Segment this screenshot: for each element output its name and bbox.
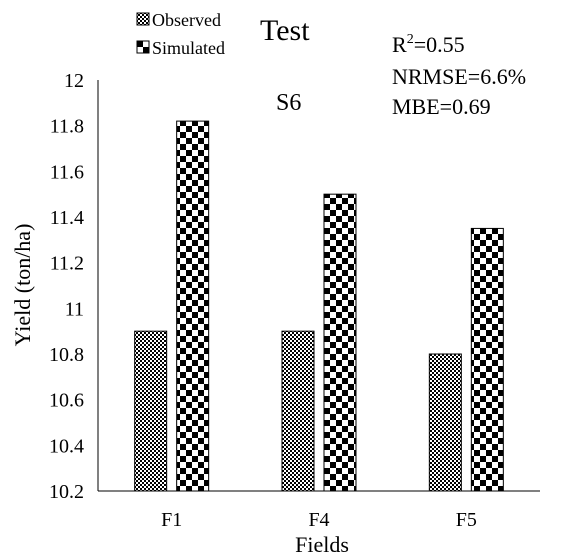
y-axis-label: Yield (ton/ha) xyxy=(10,224,35,347)
bar-observed-f1 xyxy=(134,330,168,492)
bar-observed-f5 xyxy=(428,353,462,492)
x-tick-label: F5 xyxy=(456,509,477,531)
legend: Observed Simulated xyxy=(136,10,225,58)
stat-r2-value: =0.55 xyxy=(414,32,465,57)
y-tick-label: 10.8 xyxy=(49,344,84,366)
y-tick-label: 12 xyxy=(64,70,84,92)
bar-simulated-f5 xyxy=(470,227,504,492)
chart-title: Test xyxy=(260,14,310,47)
y-tick-label: 11.6 xyxy=(50,161,84,183)
legend-swatch-observed xyxy=(136,12,150,26)
stat-nrmse: NRMSE=6.6% xyxy=(392,64,526,89)
stat-mbe: MBE=0.69 xyxy=(392,94,491,119)
stat-r2: R2=0.55 xyxy=(392,32,465,57)
stat-r2-sup: 2 xyxy=(407,32,414,47)
y-tick-label: 11.4 xyxy=(50,207,84,229)
stat-r2-prefix: R xyxy=(392,32,407,57)
legend-label-simulated: Simulated xyxy=(152,38,225,58)
bar-simulated-f1 xyxy=(176,120,210,492)
y-tick-label: 10.2 xyxy=(49,481,84,503)
bar-observed-f4 xyxy=(281,330,315,492)
y-tick-label: 11 xyxy=(65,298,84,320)
x-tick-label: F1 xyxy=(161,509,182,531)
y-tick-label: 11.2 xyxy=(50,253,84,275)
y-tick-label: 10.6 xyxy=(49,390,84,412)
stats-annotation: R2=0.55 NRMSE=6.6% MBE=0.69 xyxy=(392,32,526,119)
x-axis-label: Fields xyxy=(295,532,349,557)
legend-label-observed: Observed xyxy=(152,10,221,30)
x-tick-label: F4 xyxy=(308,509,329,531)
legend-swatch-simulated xyxy=(136,40,150,54)
y-tick-label: 10.4 xyxy=(49,435,84,457)
x-tick-labels: F1 F4 F5 xyxy=(161,509,477,531)
bars xyxy=(134,120,504,492)
y-tick-label: 11.8 xyxy=(50,116,84,138)
y-tick-labels: 10.2 10.4 10.6 10.8 11 11.2 11.4 11.6 11.8 12 xyxy=(49,70,84,503)
bar-simulated-f4 xyxy=(323,193,357,492)
chart-subtitle: S6 xyxy=(276,90,301,116)
